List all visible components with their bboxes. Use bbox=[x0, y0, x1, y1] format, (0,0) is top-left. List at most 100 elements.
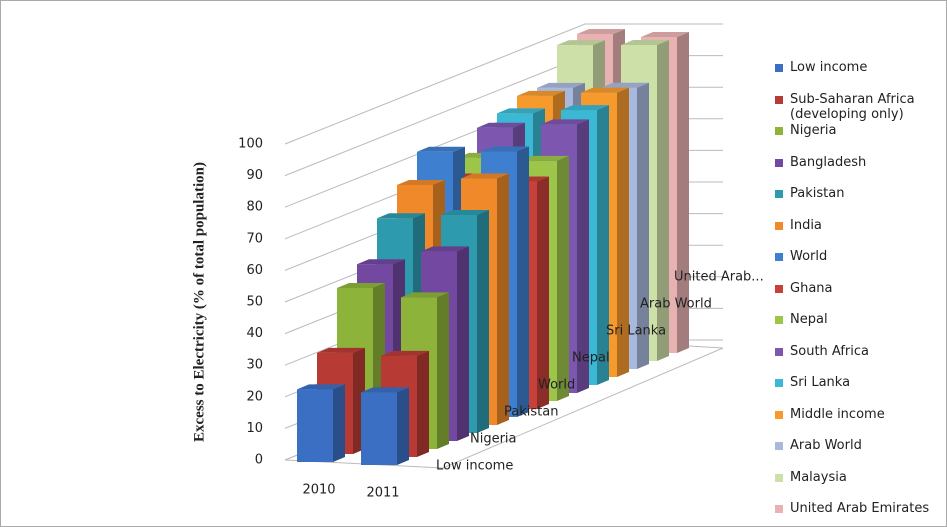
bar-side bbox=[677, 32, 689, 353]
bar-side bbox=[597, 105, 609, 385]
bar-top bbox=[541, 119, 589, 125]
bar-side bbox=[657, 40, 669, 361]
bar-top bbox=[421, 246, 469, 252]
bar-top bbox=[481, 146, 529, 152]
bar-top bbox=[557, 40, 605, 46]
bar bbox=[297, 389, 333, 462]
bar-side bbox=[417, 350, 429, 457]
bar-top bbox=[561, 105, 609, 111]
y-tick-label: 10 bbox=[246, 421, 263, 436]
bar-side bbox=[477, 209, 489, 433]
depth-label: Arab World bbox=[640, 297, 712, 312]
bar-top bbox=[461, 173, 509, 179]
bar-side bbox=[397, 387, 409, 465]
y-tick-label: 90 bbox=[246, 168, 263, 183]
bar-side bbox=[457, 246, 469, 441]
legend-label: India bbox=[790, 217, 822, 233]
bar-top bbox=[601, 82, 649, 88]
legend-label: World bbox=[790, 249, 828, 264]
bar-side bbox=[437, 292, 449, 449]
legend-label: Malaysia bbox=[790, 469, 847, 485]
legend-swatch bbox=[775, 442, 783, 450]
depth-label: Pakistan bbox=[504, 405, 558, 420]
bar-top bbox=[621, 40, 669, 45]
legend-item: South Africa bbox=[775, 344, 945, 376]
y-tick-label: 80 bbox=[246, 200, 263, 215]
y-tick-label: 40 bbox=[246, 326, 263, 341]
depth-label: United Arab... bbox=[674, 270, 764, 285]
legend-label: Sub-Saharan Africa (developing only) bbox=[790, 91, 915, 122]
depth-label: Nigeria bbox=[470, 432, 517, 447]
legend-label: Arab World bbox=[790, 438, 862, 453]
bar-top bbox=[577, 29, 625, 34]
legend-label: Sri Lanka bbox=[790, 375, 851, 390]
y-axis-label: Excess to Electricity (% of total popula… bbox=[191, 162, 207, 442]
bar-top bbox=[497, 108, 545, 114]
legend-swatch bbox=[775, 410, 783, 419]
bar-top bbox=[397, 180, 445, 185]
legend: Low income Sub-Saharan Africa (developing… bbox=[775, 60, 945, 527]
y-tick-label: 30 bbox=[246, 358, 263, 373]
legend-swatch bbox=[775, 253, 783, 261]
depth-label: Nepal bbox=[572, 351, 610, 366]
legend-swatch bbox=[775, 347, 783, 356]
legend-item: Ghana bbox=[775, 281, 945, 313]
legend-swatch bbox=[775, 158, 783, 167]
legend-item: Arab World bbox=[775, 438, 945, 470]
bar bbox=[361, 392, 397, 465]
legend-label: South Africa bbox=[790, 343, 869, 359]
bar-top bbox=[297, 384, 345, 390]
legend-item: United Arab Emirates bbox=[775, 501, 945, 527]
legend-label: Pakistan bbox=[790, 186, 845, 201]
legend-item: Nepal bbox=[775, 312, 945, 344]
bar-top bbox=[517, 90, 565, 96]
bar-side bbox=[617, 87, 629, 377]
bar-top bbox=[401, 292, 449, 298]
legend-swatch bbox=[775, 505, 783, 513]
bar-side bbox=[517, 146, 529, 417]
bar-side bbox=[637, 82, 649, 369]
bar-side bbox=[577, 119, 589, 394]
legend-item: Middle income bbox=[775, 407, 945, 439]
depth-label: Low income bbox=[436, 459, 513, 474]
bar-side bbox=[557, 155, 569, 401]
legend-item: Bangladesh bbox=[775, 155, 945, 187]
x-tick-label: 2010 bbox=[302, 483, 335, 498]
depth-label: World bbox=[538, 378, 575, 393]
legend-swatch bbox=[775, 95, 783, 104]
y-tick-label: 70 bbox=[246, 231, 263, 246]
legend-label: Middle income bbox=[790, 406, 885, 422]
bar-side bbox=[497, 173, 509, 425]
legend-item: Sri Lanka bbox=[775, 375, 945, 407]
legend-swatch bbox=[775, 379, 783, 387]
legend-label: Bangladesh bbox=[790, 154, 867, 170]
bar-top bbox=[641, 32, 689, 37]
bar-top bbox=[441, 209, 489, 215]
legend-swatch bbox=[775, 127, 783, 135]
legend-swatch bbox=[775, 190, 783, 198]
bar-top bbox=[337, 283, 385, 288]
grid-line bbox=[284, 23, 723, 145]
y-tick-label: 60 bbox=[246, 263, 263, 278]
legend-swatch bbox=[775, 316, 783, 324]
legend-item: Low income bbox=[775, 60, 945, 92]
legend-label: Nigeria bbox=[790, 123, 837, 138]
bar-top bbox=[317, 347, 365, 353]
y-tick-label: 50 bbox=[246, 295, 263, 310]
legend-swatch bbox=[775, 221, 783, 230]
legend-item: Nigeria bbox=[775, 123, 945, 155]
bar-side bbox=[333, 384, 345, 462]
legend-item: World bbox=[775, 249, 945, 281]
legend-swatch bbox=[775, 473, 783, 482]
legend-label: Ghana bbox=[790, 280, 833, 296]
y-tick-label: 100 bbox=[238, 137, 263, 152]
bar-top bbox=[361, 387, 409, 393]
bar-top bbox=[521, 155, 569, 161]
x-tick-label: 2011 bbox=[366, 486, 399, 501]
legend-label: Low income bbox=[790, 60, 868, 75]
bar-top bbox=[477, 122, 525, 128]
bar-top bbox=[377, 213, 425, 219]
legend-item: Malaysia bbox=[775, 470, 945, 502]
y-tick-label: 20 bbox=[246, 389, 263, 404]
